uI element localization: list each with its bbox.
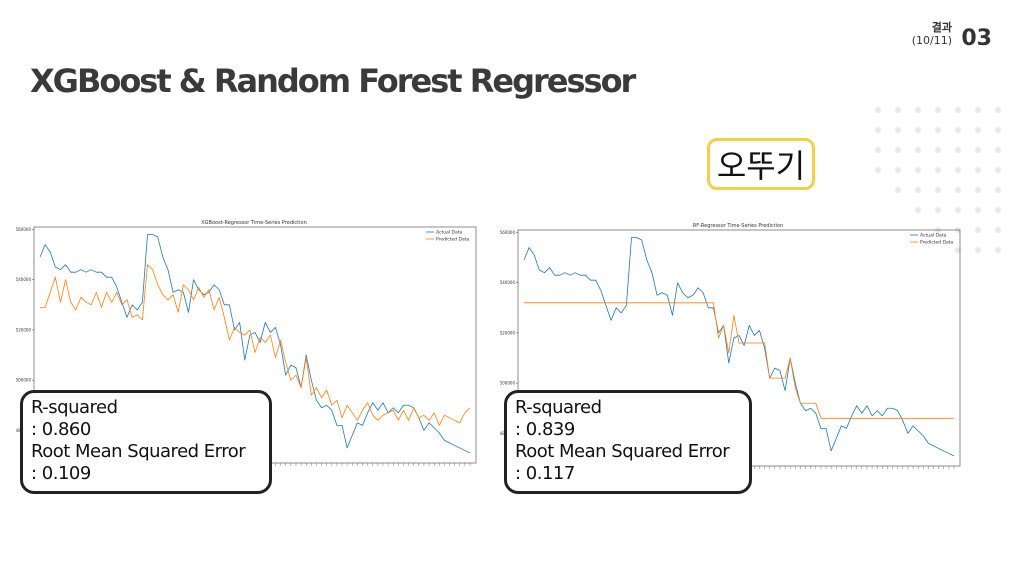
- decorative-dot: [955, 247, 961, 253]
- rmse-label: Root Mean Squared Error: [31, 441, 246, 462]
- y-tick-label: 540000: [500, 280, 516, 285]
- legend-entry-actual: Actual Data: [920, 233, 947, 239]
- series-line-predicted: [40, 264, 471, 426]
- decorative-dot: [915, 147, 921, 153]
- decorative-dot: [975, 187, 981, 193]
- rmse-value: : 0.109: [31, 463, 91, 484]
- series-line-actual: [39, 234, 471, 454]
- decorative-dot: [875, 147, 881, 153]
- decorative-dot: [935, 167, 941, 173]
- decorative-dot: [935, 107, 941, 113]
- decorative-dot: [995, 227, 1001, 233]
- section-label: 결과: [931, 21, 952, 34]
- rmse-label: Root Mean Squared Error: [515, 441, 730, 462]
- decorative-dot: [915, 167, 921, 173]
- decorative-dot: [895, 187, 901, 193]
- page-number: 03: [961, 26, 992, 51]
- series-lines: [523, 237, 955, 457]
- decorative-dot-grid: [875, 107, 1001, 253]
- decorative-dot: [915, 127, 921, 133]
- decorative-dot: [875, 167, 881, 173]
- decorative-dot: [975, 147, 981, 153]
- xgboost-chart: XGBoost-Regressor Time-Series Prediction…: [14, 215, 484, 475]
- legend-entry-actual: Actual Data: [436, 230, 463, 236]
- r2-value: : 0.839: [515, 419, 575, 440]
- decorative-dot: [895, 147, 901, 153]
- decorative-dot: [915, 107, 921, 113]
- series-lines: [39, 234, 471, 454]
- decorative-dot: [995, 187, 1001, 193]
- section-indicator: 결과 (10/11): [911, 21, 952, 47]
- decorative-dot: [955, 147, 961, 153]
- decorative-dot: [955, 127, 961, 133]
- decorative-dot: [995, 167, 1001, 173]
- decorative-dot: [935, 187, 941, 193]
- page-title: XGBoost & Random Forest Regressor: [30, 62, 636, 100]
- legend-entry-predicted: Predicted Data: [920, 240, 954, 246]
- decorative-dot: [995, 247, 1001, 253]
- legend: Actual Data Predicted Data: [910, 233, 954, 246]
- decorative-dot: [895, 127, 901, 133]
- series-line-predicted: [524, 302, 954, 419]
- legend: Actual Data Predicted Data: [426, 230, 470, 243]
- decorative-dot: [935, 207, 941, 213]
- decorative-dot: [975, 127, 981, 133]
- decorative-dot: [915, 187, 921, 193]
- legend-entry-predicted: Predicted Data: [436, 237, 470, 243]
- y-tick-label: 500000: [16, 378, 32, 383]
- decorative-dot: [975, 207, 981, 213]
- decorative-dot: [935, 147, 941, 153]
- rmse-value: : 0.117: [515, 463, 575, 484]
- y-tick-label: 520000: [500, 330, 516, 335]
- y-tick-label: 520000: [16, 327, 32, 332]
- y-tick-label: 560000: [16, 227, 32, 232]
- decorative-dot: [875, 107, 881, 113]
- decorative-dot: [895, 167, 901, 173]
- decorative-dot: [995, 147, 1001, 153]
- r2-label: R-squared: [31, 397, 118, 418]
- decorative-dot: [915, 207, 921, 213]
- chart-title: XGBoost-Regressor Time-Series Prediction: [201, 220, 307, 226]
- decorative-dot: [975, 107, 981, 113]
- chart-title: RF-Regressor Time-Series Prediction: [693, 223, 783, 229]
- decorative-dot: [955, 187, 961, 193]
- page-progress: (10/11): [911, 33, 952, 47]
- r2-value: : 0.860: [31, 419, 91, 440]
- decorative-dot: [955, 167, 961, 173]
- rf-metrics-box: R-squared : 0.839 Root Mean Squared Erro…: [504, 390, 752, 494]
- y-tick-label: 540000: [16, 277, 32, 282]
- xgboost-chart-svg: XGBoost-Regressor Time-Series Prediction…: [16, 220, 477, 466]
- decorative-dot: [875, 127, 881, 133]
- decorative-dot: [975, 227, 981, 233]
- y-tick-label: 500000: [500, 381, 516, 386]
- decorative-dot: [975, 247, 981, 253]
- y-tick-label: 560000: [500, 230, 516, 235]
- decorative-dot: [935, 127, 941, 133]
- decorative-dot: [955, 207, 961, 213]
- decorative-dot: [895, 107, 901, 113]
- company-badge: 오뚜기: [707, 138, 815, 190]
- decorative-dot: [995, 207, 1001, 213]
- decorative-dot: [955, 107, 961, 113]
- xgboost-metrics-box: R-squared : 0.860 Root Mean Squared Erro…: [20, 390, 272, 494]
- decorative-dot: [995, 127, 1001, 133]
- r2-label: R-squared: [515, 397, 602, 418]
- decorative-dot: [975, 167, 981, 173]
- decorative-dot: [995, 107, 1001, 113]
- series-line-actual: [523, 237, 955, 457]
